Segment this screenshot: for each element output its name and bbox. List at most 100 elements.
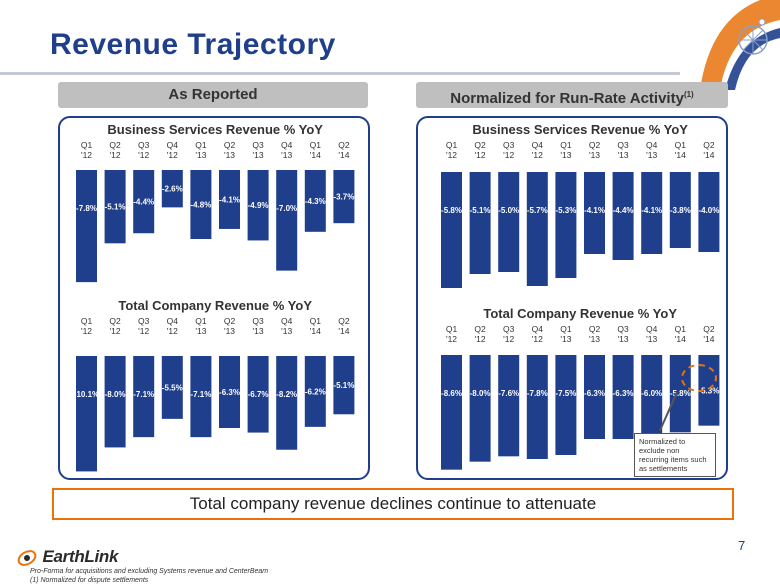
reported-total-data-label: -6.3% (219, 388, 240, 397)
reported-business-bar (76, 170, 97, 283)
reported-total-title: Total Company Revenue % YoY (118, 298, 312, 313)
reported-total-tick-label-year: '13 (195, 326, 206, 336)
reported-business-tick-label: Q1 (195, 140, 207, 150)
normalized-business-tick-label-year: '12 (503, 150, 514, 160)
reported-business-data-label: -3.7% (333, 193, 354, 202)
normalized-business-bar (641, 172, 663, 254)
normalized-total-title: Total Company Revenue % YoY (483, 306, 677, 321)
reported-total-tick-label-year: '14 (338, 326, 349, 336)
reported-business-tick-label-year: '14 (310, 150, 321, 160)
normalized-business-data-label: -5.8% (441, 206, 462, 215)
reported-total-bar (76, 356, 97, 472)
reported-business-data-label: -4.4% (133, 198, 154, 207)
reported-total-bar (247, 356, 269, 433)
normalized-business-bar (441, 172, 462, 288)
reported-total-bar (276, 356, 298, 450)
normalized-business-bar (526, 172, 548, 286)
normalized-total-tick-label-year: '14 (703, 334, 714, 344)
reported-business-tick-label: Q1 (310, 140, 322, 150)
section-header-as-reported-label: As Reported (168, 86, 258, 103)
reported-total-tick-label: Q2 (109, 316, 121, 326)
section-header-as-reported: As Reported (58, 82, 368, 108)
reported-business-tick-label-year: '13 (195, 150, 206, 160)
normalized-business-tick-label: Q3 (617, 140, 629, 150)
reported-total-tick-label: Q4 (281, 316, 293, 326)
reported-total-bar (161, 356, 183, 419)
normalization-callout: Normalized to exclude non recurring item… (634, 433, 716, 477)
normalized-total-data-label: -5.3% (698, 386, 719, 395)
reported-total-data-label: -7.1% (133, 390, 154, 399)
normalized-total-tick-label: Q1 (675, 324, 687, 334)
reported-total-data-label: -6.7% (248, 390, 269, 399)
normalized-total-tick-label: Q2 (589, 324, 601, 334)
normalized-business-tick-label: Q4 (532, 140, 544, 150)
normalized-business-bar (698, 172, 720, 252)
normalized-total-tick-label-year: '12 (475, 334, 486, 344)
normalized-business-data-label: -4.1% (641, 206, 662, 215)
section-header-normalized: Normalized for Run-Rate Activity(1) (416, 82, 728, 108)
reported-business-data-label: -5.1% (105, 203, 126, 212)
normalized-business-tick-label-year: '12 (475, 150, 486, 160)
normalized-total-data-label: -7.8% (527, 389, 548, 398)
normalized-business-tick-label-year: '12 (446, 150, 457, 160)
reported-business-bar (304, 170, 326, 232)
normalized-total-bar (612, 355, 634, 439)
reported-total-tick-label-year: '13 (224, 326, 235, 336)
normalized-business-data-label: -4.0% (698, 206, 719, 215)
footnote-normalized: (1) Normalized for dispute settlements (30, 577, 149, 584)
normalized-business-tick-label-year: '14 (703, 150, 714, 160)
normalized-total-tick-label: Q4 (646, 324, 658, 334)
reported-total-tick-label: Q2 (224, 316, 236, 326)
reported-total-tick-label: Q1 (81, 316, 93, 326)
reported-total-data-label: -8.0% (105, 390, 126, 399)
normalized-business-tick-label: Q1 (560, 140, 572, 150)
reported-total-tick-label-year: '13 (281, 326, 292, 336)
section-header-normalized-footnote-mark: (1) (683, 90, 694, 99)
reported-business-tick-label: Q3 (252, 140, 264, 150)
earthlink-logo: EarthLink (16, 547, 166, 569)
reported-business-data-label: -4.1% (219, 195, 240, 204)
normalized-business-bar (612, 172, 634, 260)
earthlink-logo-text: EarthLink (42, 547, 119, 567)
reported-business-data-label: -4.8% (190, 201, 211, 210)
normalized-business-tick-label: Q2 (589, 140, 601, 150)
reported-total-tick-label: Q3 (138, 316, 150, 326)
reported-business-bar (276, 170, 298, 271)
reported-total-tick-label: Q3 (252, 316, 264, 326)
reported-business-data-label: -7.0% (276, 204, 297, 213)
normalized-business-tick-label-year: '13 (589, 150, 600, 160)
section-header-normalized-label: Normalized for Run-Rate Activity (450, 90, 684, 107)
normalized-business-data-label: -5.0% (498, 206, 519, 215)
normalized-total-data-label: -6.0% (641, 389, 662, 398)
normalized-business-bar (669, 172, 691, 248)
reported-total-data-label: -10.1% (74, 390, 99, 399)
normalized-total-bar (441, 355, 462, 470)
reported-total-tick-label-year: '12 (167, 326, 178, 336)
normalized-business-tick-label: Q3 (503, 140, 515, 150)
reported-business-bar (104, 170, 126, 244)
reported-total-tick-label: Q1 (195, 316, 207, 326)
reported-business-tick-label: Q4 (167, 140, 179, 150)
title-divider (0, 72, 680, 75)
normalized-total-tick-label: Q2 (474, 324, 486, 334)
normalized-business-tick-label: Q4 (646, 140, 658, 150)
normalized-total-data-label: -6.3% (613, 389, 634, 398)
normalized-total-bar (641, 355, 663, 435)
reported-business-data-label: -4.3% (305, 197, 326, 206)
reported-total-tick-label: Q2 (338, 316, 350, 326)
reported-total-bar (333, 356, 355, 415)
reported-business-data-label: -7.8% (76, 204, 97, 213)
normalized-total-bar (469, 355, 491, 462)
normalized-total-tick-label: Q4 (532, 324, 544, 334)
slide-title: Revenue Trajectory (50, 28, 336, 61)
reported-business-bar (190, 170, 212, 239)
reported-total-data-label: -6.2% (305, 387, 326, 396)
reported-total-bar (190, 356, 212, 438)
reported-business-tick-label: Q4 (281, 140, 293, 150)
normalized-total-tick-label: Q3 (503, 324, 515, 334)
reported-total-bar (219, 356, 240, 428)
reported-business-tick-label: Q3 (138, 140, 150, 150)
normalized-total-bar (526, 355, 548, 459)
footnote-proforma: Pro-Forma for acquisitions and excluding… (30, 568, 269, 575)
reported-total-data-label: -7.1% (190, 390, 211, 399)
